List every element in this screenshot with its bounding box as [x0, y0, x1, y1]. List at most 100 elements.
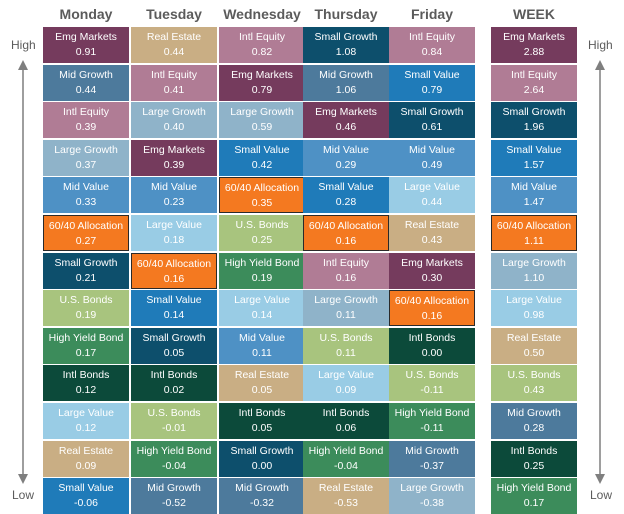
asset-name: Small Growth [502, 106, 566, 119]
asset-return: 0.05 [251, 422, 273, 434]
asset-name: Large Growth [230, 106, 294, 119]
asset-return: 0.12 [75, 422, 97, 434]
asset-name: 60/40 Allocation [48, 220, 124, 232]
asset-name: Intl Bonds [150, 369, 198, 382]
header-friday: Friday [410, 6, 453, 22]
asset-name: Small Value [404, 68, 460, 81]
asset-return: 1.06 [335, 83, 357, 96]
asset-cell: Small Growth 0.21 [43, 252, 129, 289]
asset-name: U.S. Bonds [405, 369, 459, 382]
asset-return: -0.52 [162, 497, 186, 510]
asset-return: 0.44 [75, 83, 97, 96]
asset-cell: Emg Markets 0.91 [43, 27, 129, 63]
header-wednesday: Wednesday [223, 6, 301, 22]
asset-cell: Intl Equity 0.16 [303, 252, 389, 289]
asset-cell: U.S. Bonds 0.19 [43, 290, 129, 327]
asset-name: Real Estate [506, 331, 562, 344]
asset-cell: Small Growth 0.61 [389, 102, 475, 139]
asset-cell: 60/40 Allocation 0.35 [219, 177, 305, 214]
asset-name: U.S. Bonds [147, 407, 201, 419]
asset-name: Mid Growth [405, 444, 459, 457]
asset-cell: Intl Bonds 0.25 [491, 440, 577, 477]
asset-cell: Mid Growth 0.28 [491, 403, 577, 439]
asset-return: 0.35 [251, 197, 273, 210]
asset-cell: Intl Equity 0.84 [389, 27, 475, 63]
asset-cell: 60/40 Allocation 0.16 [131, 252, 217, 289]
asset-cell: 60/40 Allocation 1.11 [491, 215, 577, 251]
asset-return: 0.29 [335, 158, 357, 171]
asset-return: 0.12 [75, 384, 97, 397]
asset-name: Large Growth [54, 143, 118, 156]
asset-return: 1.08 [335, 46, 357, 58]
asset-name: Intl Equity [408, 31, 456, 43]
asset-cell: Emg Markets 2.88 [491, 27, 577, 63]
asset-name: High Yield Bond [224, 256, 300, 269]
asset-cell: Small Value 0.28 [303, 177, 389, 214]
asset-cell: Large Growth 0.11 [303, 290, 389, 327]
asset-return: -0.11 [420, 422, 444, 434]
asset-cell: Small Value -0.06 [43, 478, 129, 514]
asset-name: Real Estate [58, 444, 114, 457]
asset-return: 1.11 [524, 235, 544, 247]
asset-return: 0.05 [251, 384, 273, 397]
asset-return: 0.16 [163, 272, 185, 285]
asset-name: 60/40 Allocation [496, 220, 572, 232]
asset-return: 2.88 [523, 46, 545, 58]
asset-cell: Mid Value 0.33 [43, 177, 129, 214]
asset-return: -0.53 [334, 497, 358, 510]
asset-return: 0.16 [335, 271, 357, 284]
asset-name: U.S. Bonds [59, 294, 113, 307]
asset-return: 0.28 [523, 422, 545, 434]
asset-return: 0.40 [163, 121, 185, 134]
asset-name: Emg Markets [231, 68, 293, 81]
high-label-right: High [588, 38, 613, 52]
asset-return: 0.91 [75, 46, 97, 58]
asset-return: 0.44 [163, 46, 185, 58]
asset-return: 0.61 [421, 121, 443, 134]
asset-name: Intl Equity [62, 106, 110, 119]
asset-name: Small Value [58, 482, 114, 495]
asset-name: Large Growth [142, 106, 206, 119]
asset-cell: Mid Value 0.11 [219, 327, 305, 364]
asset-name: Small Value [506, 143, 562, 156]
asset-cell: Large Value 0.98 [491, 290, 577, 327]
asset-name: Mid Value [409, 143, 455, 156]
asset-name: Emg Markets [503, 31, 565, 43]
header-tuesday: Tuesday [146, 6, 202, 22]
asset-name: Small Value [146, 294, 202, 307]
asset-return: 0.79 [421, 83, 443, 96]
asset-cell: Small Value 1.57 [491, 139, 577, 176]
asset-return: 0.43 [523, 384, 545, 397]
asset-return: 1.10 [523, 271, 545, 284]
asset-return: 0.46 [335, 121, 357, 134]
asset-cell: Large Growth 0.37 [43, 139, 129, 176]
asset-cell: Intl Equity 0.39 [43, 102, 129, 139]
asset-return: -0.01 [162, 422, 186, 434]
asset-name: Intl Equity [510, 68, 558, 81]
asset-name: Small Value [234, 143, 290, 156]
asset-name: Intl Bonds [322, 407, 370, 419]
asset-cell: Intl Bonds 0.00 [389, 327, 475, 364]
asset-cell: Small Value 0.42 [219, 139, 305, 176]
asset-return: 0.17 [75, 346, 97, 359]
asset-name: Real Estate [146, 31, 202, 43]
asset-name: Mid Value [239, 331, 285, 344]
asset-return: 0.43 [421, 234, 443, 246]
asset-cell: Large Value 0.14 [219, 290, 305, 327]
asset-cell: Intl Bonds 0.06 [303, 403, 389, 439]
asset-cell: Small Value 0.79 [389, 64, 475, 101]
asset-name: Mid Value [511, 181, 557, 194]
header-monday: Monday [59, 6, 113, 22]
asset-return: 1.57 [523, 158, 545, 171]
asset-cell: U.S. Bonds 0.43 [491, 365, 577, 402]
asset-return: 1.47 [523, 196, 545, 209]
asset-cell: Emg Markets 0.79 [219, 64, 305, 101]
asset-name: Emg Markets [55, 31, 117, 43]
asset-return: 0.39 [75, 121, 97, 134]
asset-cell: Mid Growth 1.06 [303, 64, 389, 101]
asset-return: 0.18 [163, 234, 185, 246]
asset-name: U.S. Bonds [235, 219, 289, 231]
asset-return: 0.16 [335, 235, 357, 247]
asset-name: Mid Growth [235, 482, 289, 495]
asset-name: Intl Bonds [62, 369, 110, 382]
